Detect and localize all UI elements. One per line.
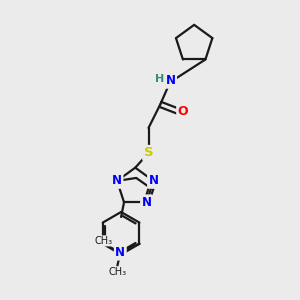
Text: CH₃: CH₃ <box>94 236 112 246</box>
Text: CH₃: CH₃ <box>108 267 126 277</box>
Text: N: N <box>142 196 152 209</box>
Text: S: S <box>144 146 153 159</box>
Text: H: H <box>155 74 164 84</box>
Text: N: N <box>148 174 158 188</box>
Text: N: N <box>166 74 176 87</box>
Text: N: N <box>112 174 122 188</box>
Text: O: O <box>178 105 188 118</box>
Text: N: N <box>115 246 125 259</box>
